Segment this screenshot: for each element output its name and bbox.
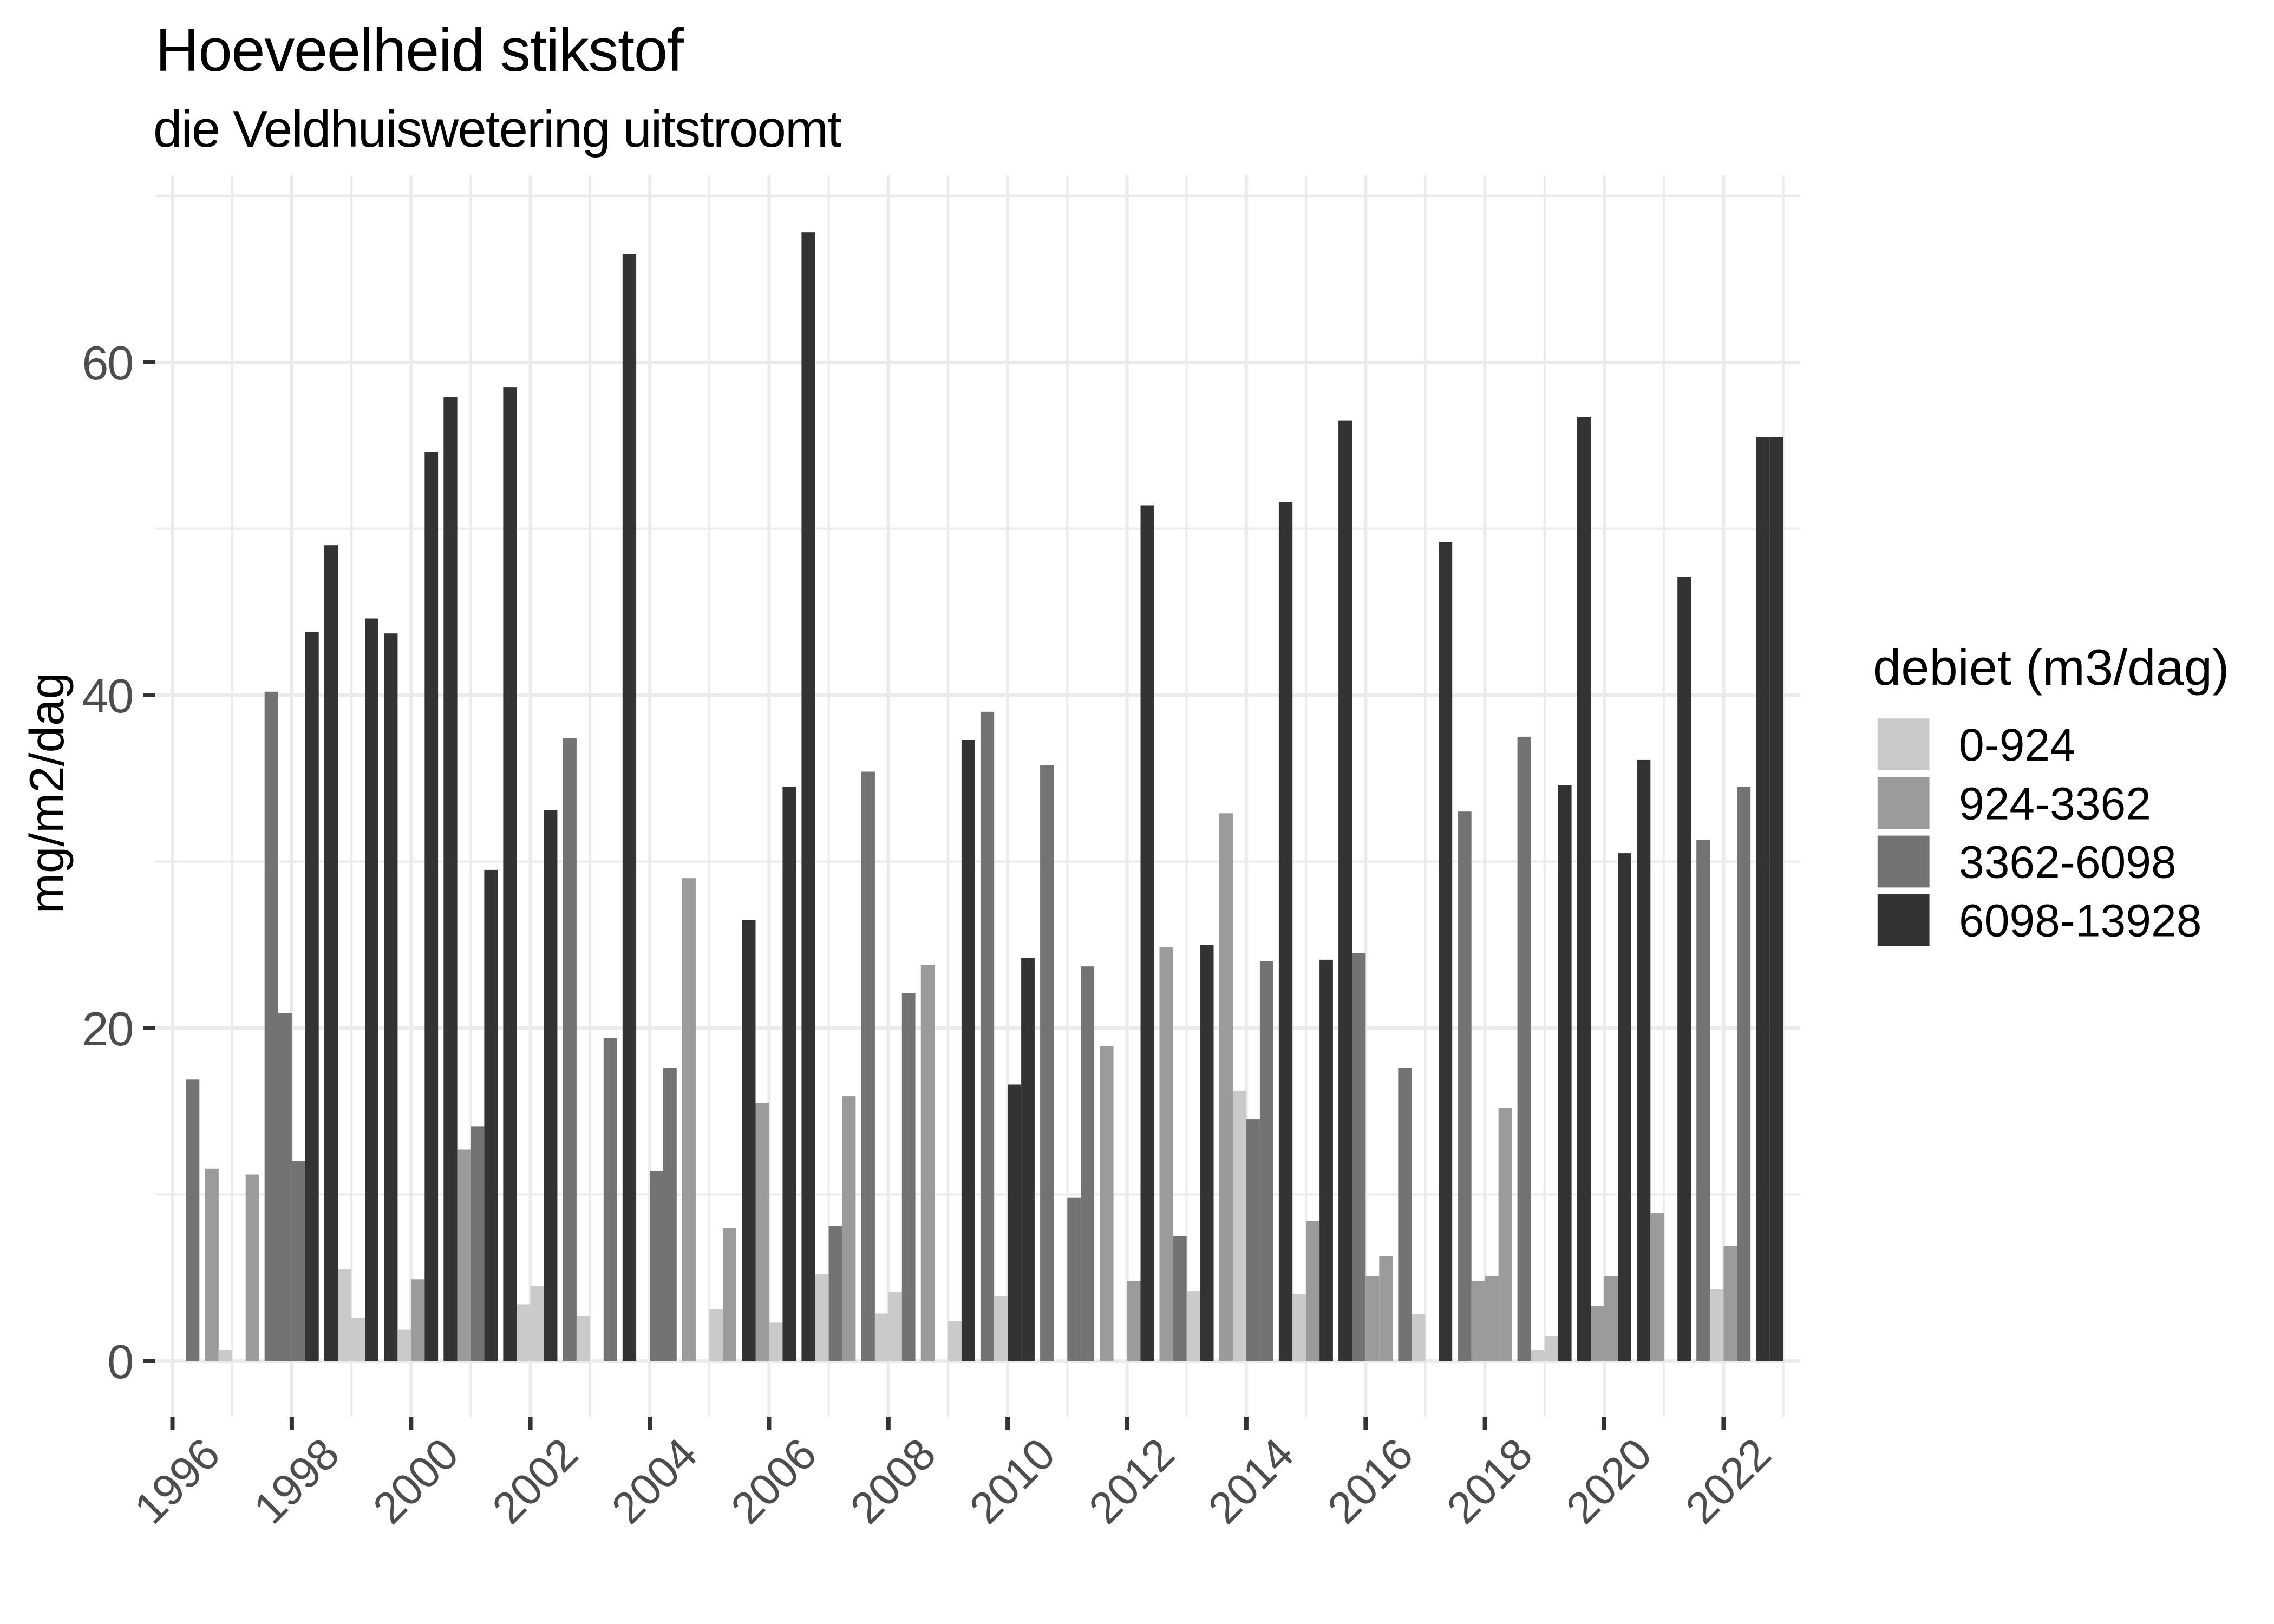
svg-text:debiet (m3/dag): debiet (m3/dag) [1873,639,2229,696]
svg-text:die Veldhuiswetering uitstroom: die Veldhuiswetering uitstroomt [153,100,841,158]
svg-text:mg/m2/dag: mg/m2/dag [19,672,74,913]
svg-text:3362-6098: 3362-6098 [1959,837,2177,888]
svg-text:0-924: 0-924 [1959,719,2075,770]
svg-text:0: 0 [107,1335,133,1389]
svg-text:20: 20 [82,1002,133,1056]
svg-text:924-3362: 924-3362 [1959,778,2151,829]
svg-text:Hoeveelheid stikstof: Hoeveelheid stikstof [155,16,684,84]
svg-text:40: 40 [82,669,133,723]
svg-text:60: 60 [82,336,133,390]
svg-text:6098-13928: 6098-13928 [1959,895,2201,946]
